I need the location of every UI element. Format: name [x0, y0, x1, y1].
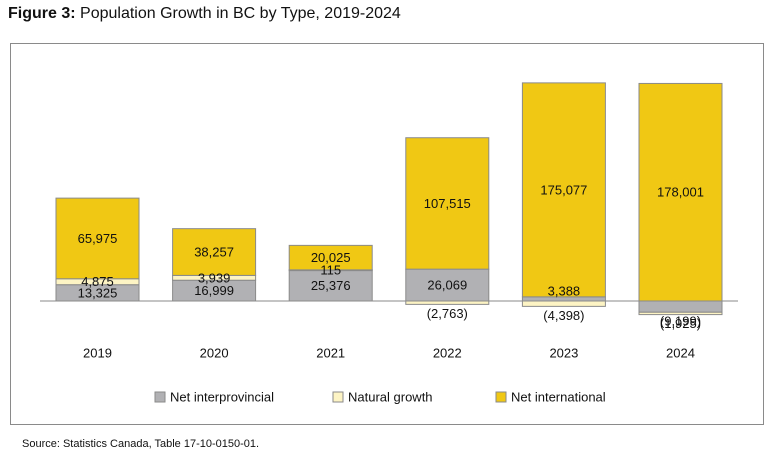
legend-swatch-net-international [495, 391, 507, 403]
data-label-net-interprovincial-2024: (9,199) [660, 314, 701, 329]
data-label-natural-growth-2019: 4,875 [81, 274, 114, 289]
bar-net-international-2024 [638, 82, 723, 302]
data-label-net-interprovincial-2021: 25,376 [311, 278, 351, 293]
bar-net-international-2019 [55, 197, 140, 280]
bar-net-international-2021 [288, 244, 373, 271]
data-label-natural-growth-2020: 3,939 [198, 270, 231, 285]
data-label-natural-growth-2022: (2,763) [427, 306, 468, 321]
chart-frame [10, 43, 764, 425]
data-label-net-interprovincial-2019: 13,325 [78, 285, 118, 300]
x-tick-label-2019: 2019 [83, 346, 112, 361]
data-label-net-international-2021: 20,025 [311, 250, 351, 265]
chart-title: Figure 3: Population Growth in BC by Typ… [8, 5, 401, 23]
bar-net-international-2022 [405, 137, 490, 270]
bar-natural-growth-2023 [521, 300, 606, 307]
x-tick-label-2024: 2024 [666, 346, 695, 361]
x-tick-label-2020: 2020 [200, 346, 229, 361]
bar-net-interprovincial-2024 [638, 300, 723, 313]
bar-net-interprovincial-2021 [288, 269, 373, 302]
data-label-net-interprovincial-2020: 16,999 [194, 283, 234, 298]
x-tick-label-2023: 2023 [549, 346, 578, 361]
data-label-net-international-2019: 65,975 [78, 231, 118, 246]
legend-swatch-net-interprovincial [154, 391, 166, 403]
x-tick-label-2021: 2021 [316, 346, 345, 361]
bar-natural-growth-2024 [638, 311, 723, 316]
data-label-natural-growth-2021: 115 [320, 262, 341, 277]
legend-label-natural-growth: Natural growth [348, 390, 433, 405]
data-label-net-interprovincial-2022: 26,069 [427, 278, 467, 293]
source-note: Source: Statistics Canada, Table 17-10-0… [22, 438, 260, 450]
legend-swatch-natural-growth [332, 391, 344, 403]
data-label-net-international-2024: 178,001 [657, 185, 704, 200]
bar-net-international-2023 [521, 82, 606, 298]
bar-net-international-2020 [172, 228, 257, 276]
bar-natural-growth-2022 [405, 300, 490, 305]
data-label-net-international-2022: 107,515 [424, 196, 471, 211]
data-label-natural-growth-2024: (1,925) [660, 316, 701, 331]
figure-title: Population Growth in BC by Type, 2019-20… [80, 5, 401, 22]
legend-label-net-international: Net international [511, 390, 606, 405]
figure-number: Figure 3: [8, 5, 76, 22]
legend-label-net-interprovincial: Net interprovincial [170, 390, 274, 405]
data-label-natural-growth-2023: (4,398) [543, 308, 584, 323]
data-label-net-international-2020: 38,257 [194, 245, 234, 260]
x-tick-label-2022: 2022 [433, 346, 462, 361]
bar-net-interprovincial-2022 [405, 268, 490, 302]
data-label-net-interprovincial-2023: 3,388 [548, 283, 581, 298]
data-label-net-international-2023: 175,077 [540, 182, 587, 197]
